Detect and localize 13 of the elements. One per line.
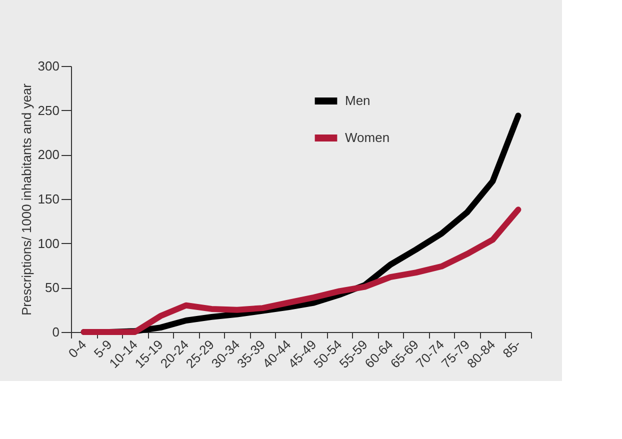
x-tick-label: 5-9	[90, 336, 115, 361]
y-tick-label: 50	[45, 280, 60, 296]
y-tick-label: 200	[38, 147, 60, 162]
y-tick-label: 300	[38, 58, 60, 74]
y-tick-label: 0	[52, 324, 60, 340]
x-tick-label: 85-	[500, 336, 524, 361]
y-tick-label: 250	[38, 102, 60, 118]
legend-label: Women	[345, 130, 390, 145]
y-axis-title: Prescriptions/ 1000 inhabitants and year	[18, 82, 34, 316]
x-tick-label: 0-4	[65, 336, 90, 361]
y-tick-label: 100	[38, 236, 60, 251]
y-tick-label: 150	[38, 192, 60, 206]
legend-label: Men	[345, 93, 370, 108]
